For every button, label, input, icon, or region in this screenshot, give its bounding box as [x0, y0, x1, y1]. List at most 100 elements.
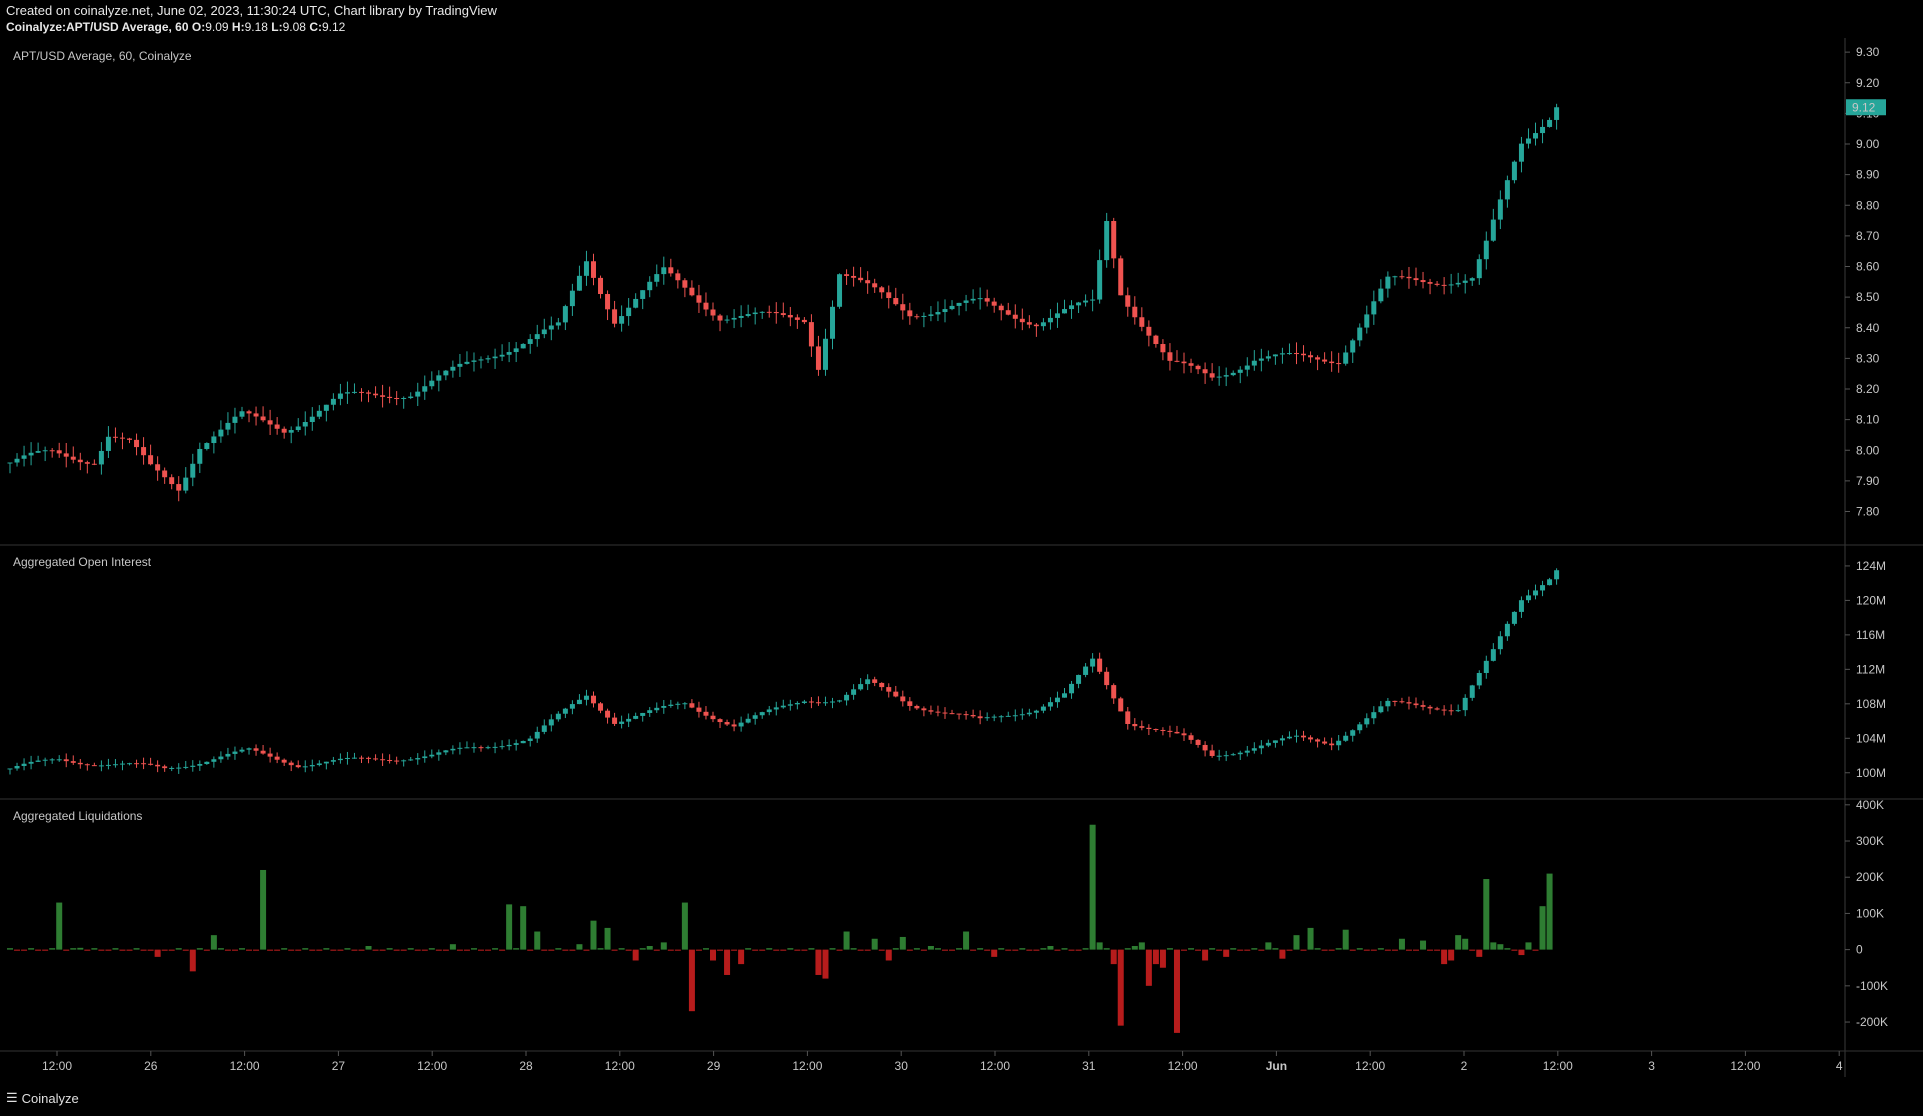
time-tick-label: 12:00	[42, 1059, 72, 1073]
last-price-tag: 9.12	[1846, 99, 1886, 116]
oi-candle	[281, 759, 287, 763]
oi-candle	[654, 707, 660, 711]
oi-candle	[148, 763, 154, 765]
liquidation-bar	[21, 949, 28, 951]
liquidation-bar	[1384, 949, 1391, 951]
liquidation-bar	[681, 902, 688, 950]
liquidation-bar	[815, 949, 822, 975]
price-axis-tick-label: 9.20	[1856, 76, 1880, 90]
oi-candle	[598, 703, 604, 711]
brand-logo[interactable]: ☰ Coinalyze	[6, 1090, 79, 1106]
price-candle	[105, 436, 111, 451]
liquidation-bar	[1131, 946, 1138, 950]
liquidation-bar	[379, 949, 386, 951]
price-candle	[1202, 369, 1208, 374]
price-candle	[1301, 353, 1307, 356]
liquidation-bar	[773, 949, 780, 951]
time-tick-label: 12:00	[417, 1059, 447, 1073]
oi-candle	[422, 756, 428, 759]
price-candle	[907, 310, 913, 317]
price-axis-tick-label: 8.10	[1856, 413, 1880, 427]
oi-candle	[661, 705, 667, 708]
oi-candle	[1462, 697, 1468, 711]
liquidation-bar	[28, 948, 35, 950]
liquidation-bar	[977, 948, 984, 950]
liquidation-bar	[1434, 949, 1441, 951]
oi-candle	[970, 715, 976, 717]
liquidation-bar	[660, 942, 667, 950]
price-candle	[1462, 280, 1468, 283]
oi-candle	[253, 748, 259, 751]
oi-candle	[1083, 666, 1089, 675]
liquidation-bar	[182, 949, 189, 951]
oi-candle	[1209, 750, 1215, 756]
price-candle	[731, 317, 737, 320]
price-candle	[225, 422, 231, 430]
liquidation-bar	[309, 949, 316, 951]
price-candle	[359, 391, 364, 393]
liquidation-bar	[653, 949, 660, 951]
price-candle	[815, 346, 821, 370]
price-candle	[499, 354, 505, 357]
price-candle	[794, 317, 800, 320]
price-candle	[527, 339, 533, 344]
liq-pane-title: Aggregated Liquidations	[13, 809, 142, 823]
price-axis-tick-label: 8.20	[1856, 382, 1880, 396]
oi-candle	[1286, 736, 1292, 739]
oi-candle	[1518, 600, 1524, 612]
oi-candle	[815, 702, 821, 704]
liquidation-bar	[260, 869, 267, 950]
price-candle	[1230, 372, 1236, 376]
liquidation-bar	[569, 949, 576, 951]
chart-area[interactable]: APT/USD Average, 60, Coinalyze Aggregate…	[0, 38, 1923, 1078]
oi-candle	[91, 765, 97, 767]
oi-candle	[330, 760, 336, 762]
price-candle	[1490, 219, 1496, 241]
liquidation-bar	[1455, 935, 1462, 950]
oi-candle	[794, 702, 800, 705]
oi-candle	[274, 756, 280, 760]
oi-candle	[401, 760, 407, 762]
price-candle	[872, 283, 878, 288]
oi-candle	[1364, 718, 1370, 725]
liquidation-bar	[787, 948, 794, 950]
price-candle	[1434, 283, 1440, 285]
oi-candle	[1230, 754, 1236, 756]
liquidation-bar	[492, 948, 499, 950]
price-candle	[1251, 360, 1257, 366]
oi-candle	[717, 719, 723, 723]
price-candle	[787, 315, 793, 318]
oi-axis-tick-label: 116M	[1856, 628, 1885, 642]
price-candle	[1286, 353, 1292, 355]
oi-candle	[1441, 709, 1447, 711]
liquidation-bar	[274, 949, 281, 951]
price-candle	[478, 359, 484, 361]
liquidation-bar	[913, 948, 920, 950]
liquidation-bar	[513, 948, 520, 950]
price-candle	[98, 450, 104, 465]
price-candle	[1343, 352, 1349, 364]
price-candle	[1153, 335, 1159, 345]
oi-candle	[801, 701, 807, 703]
price-candle	[1040, 322, 1046, 327]
price-candle	[14, 458, 20, 463]
oi-candle	[520, 740, 526, 744]
oi-candle	[703, 711, 709, 716]
liq-axis-tick-label: -100K	[1856, 979, 1888, 993]
price-candle	[1146, 326, 1152, 336]
price-candle	[21, 455, 27, 459]
oi-candle	[1033, 710, 1039, 713]
price-axis-tick-label: 8.70	[1856, 229, 1880, 243]
time-tick-label: 12:00	[792, 1059, 822, 1073]
liquidation-bar	[590, 920, 597, 950]
chart-caption: Created on coinalyze.net, June 02, 2023,…	[6, 3, 497, 18]
price-candle	[689, 287, 695, 296]
price-candle	[541, 329, 547, 335]
price-candle	[1279, 353, 1285, 355]
oi-candle	[323, 761, 329, 764]
liquidation-bar	[105, 949, 112, 951]
liquidation-bar	[822, 949, 829, 979]
time-tick-label: 12:00	[1355, 1059, 1385, 1073]
liquidation-bar	[759, 949, 766, 951]
price-axis-tick-label: 8.90	[1856, 168, 1880, 182]
